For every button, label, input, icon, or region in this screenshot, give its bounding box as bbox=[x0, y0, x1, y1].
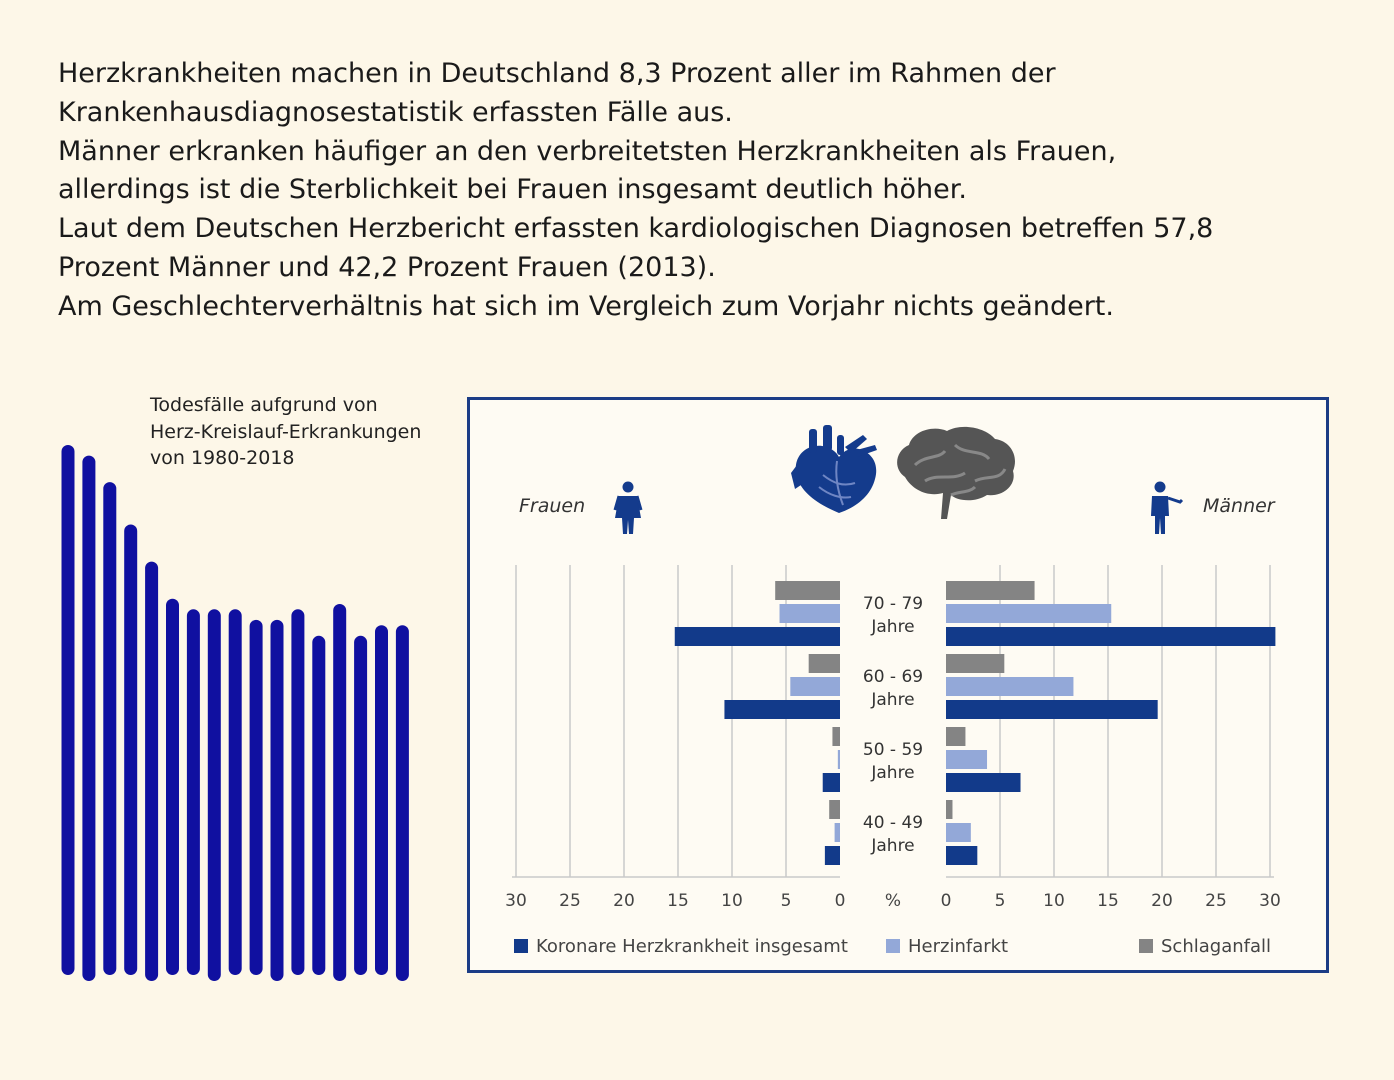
bar-maenner bbox=[946, 581, 1035, 600]
legend-swatch bbox=[886, 939, 900, 953]
intro-line: Herzkrankheiten machen in Deutschland 8,… bbox=[58, 58, 1056, 89]
brain-icon bbox=[897, 426, 1015, 519]
bar-frauen bbox=[674, 627, 840, 646]
man-icon bbox=[1151, 481, 1184, 534]
x-tick-label-left: 5 bbox=[781, 891, 792, 911]
x-tick-label-right: 10 bbox=[1043, 891, 1065, 911]
bar-maenner bbox=[946, 700, 1158, 719]
bar-maenner bbox=[946, 677, 1074, 696]
deaths-bar bbox=[228, 609, 242, 975]
deaths-bar bbox=[249, 619, 263, 975]
woman-icon bbox=[613, 481, 643, 534]
maenner-label: Männer bbox=[1203, 495, 1275, 517]
x-tick-label-left: 10 bbox=[721, 891, 743, 911]
bar-frauen bbox=[824, 846, 840, 865]
frauen-label: Frauen bbox=[519, 495, 586, 517]
deaths-bar bbox=[312, 635, 326, 975]
age-group-label: 60 - 69 bbox=[863, 667, 923, 687]
bar-maenner bbox=[946, 750, 988, 769]
legend-swatch bbox=[1139, 939, 1153, 953]
deaths-bar bbox=[124, 524, 138, 975]
deaths-bar bbox=[145, 561, 159, 981]
bar-frauen bbox=[790, 677, 840, 696]
deaths-bar bbox=[375, 625, 388, 975]
x-tick-label-right: 25 bbox=[1205, 891, 1227, 911]
deaths-bar bbox=[166, 598, 179, 975]
bar-frauen bbox=[775, 581, 840, 600]
bar-maenner bbox=[946, 800, 953, 819]
legend-label: Herzinfarkt bbox=[908, 936, 1008, 957]
bar-maenner bbox=[946, 823, 971, 842]
x-tick-label-left: 30 bbox=[505, 891, 527, 911]
x-tick-label-right: 0 bbox=[941, 891, 952, 911]
deaths-chart-title-line: von 1980-2018 bbox=[150, 447, 295, 469]
bar-frauen bbox=[779, 604, 840, 623]
deaths-bar bbox=[82, 455, 96, 982]
age-group-label: 40 - 49 bbox=[863, 813, 923, 833]
legend-label: Schlaganfall bbox=[1161, 936, 1271, 957]
bar-frauen bbox=[829, 800, 840, 819]
deaths-bar bbox=[103, 482, 117, 975]
x-tick-label-right: 30 bbox=[1259, 891, 1281, 911]
deaths-chart-title: Todesfälle aufgrund von Herz-Kreislauf-E… bbox=[150, 392, 450, 472]
intro-line: Männer erkranken häufiger an den verbrei… bbox=[58, 135, 1117, 167]
x-tick-label-left: 0 bbox=[835, 891, 846, 911]
bar-frauen bbox=[837, 750, 840, 769]
deaths-bar bbox=[333, 604, 347, 981]
bar-frauen bbox=[808, 654, 840, 673]
x-tick-label-right: 5 bbox=[995, 891, 1006, 911]
deaths-bar bbox=[186, 609, 200, 975]
age-group-label: 70 - 79 bbox=[863, 594, 923, 614]
deaths-bar bbox=[207, 609, 221, 981]
age-group-label: Jahre bbox=[870, 836, 914, 856]
deaths-bar bbox=[395, 625, 409, 981]
bar-frauen bbox=[834, 823, 840, 842]
intro-line: Krankenhausdiagnosestatistik erfassten F… bbox=[58, 96, 733, 128]
intro-line: Am Geschlechterverhältnis hat sich im Ve… bbox=[58, 290, 1114, 322]
deaths-bar bbox=[61, 445, 75, 975]
heart-icon bbox=[791, 425, 877, 513]
bar-maenner bbox=[946, 727, 966, 746]
bar-maenner bbox=[946, 654, 1005, 673]
deaths-bar bbox=[354, 635, 368, 975]
intro-text: Herzkrankheiten machen in Deutschland 8,… bbox=[58, 55, 1318, 327]
deaths-bar-chart bbox=[61, 445, 409, 982]
intro-line: allerdings ist die Sterblichkeit bei Fra… bbox=[58, 174, 967, 206]
legend-swatch bbox=[514, 939, 528, 953]
bar-frauen bbox=[724, 700, 840, 719]
age-group-label: Jahre bbox=[870, 763, 914, 783]
unit-label: % bbox=[885, 891, 901, 911]
x-tick-label-left: 25 bbox=[559, 891, 581, 911]
x-tick-label-right: 15 bbox=[1097, 891, 1119, 911]
intro-line: Laut dem Deutschen Herzbericht erfassten… bbox=[58, 213, 1214, 245]
deaths-bar bbox=[291, 609, 305, 975]
age-group-label: Jahre bbox=[870, 690, 914, 710]
age-group-label: 50 - 59 bbox=[863, 740, 923, 760]
x-tick-label-left: 20 bbox=[613, 891, 635, 911]
bar-frauen bbox=[822, 773, 840, 792]
bar-frauen bbox=[832, 727, 840, 746]
deaths-bar bbox=[270, 619, 284, 981]
legend-label: Koronare Herzkrankheit insgesamt bbox=[536, 936, 848, 957]
deaths-chart-title-line: Herz-Kreislauf-Erkrankungen bbox=[150, 420, 422, 443]
bar-maenner bbox=[946, 627, 1276, 646]
age-group-label: Jahre bbox=[870, 617, 914, 637]
x-tick-label-left: 15 bbox=[667, 891, 689, 911]
deaths-chart-title-line: Todesfälle aufgrund von bbox=[150, 394, 378, 416]
intro-line: Prozent Männer und 42,2 Prozent Frauen (… bbox=[58, 251, 716, 283]
x-tick-label-right: 20 bbox=[1151, 891, 1173, 911]
bar-maenner bbox=[946, 846, 978, 865]
bar-maenner bbox=[946, 773, 1021, 792]
bar-maenner bbox=[946, 604, 1112, 623]
